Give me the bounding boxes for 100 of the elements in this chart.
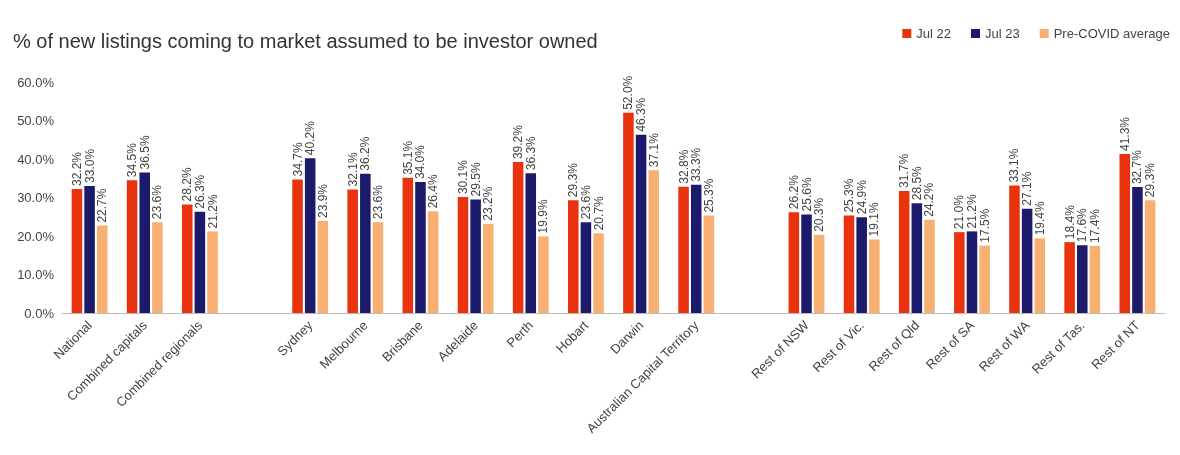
data-label: 25.6%: [799, 177, 814, 212]
bar: [1021, 208, 1033, 313]
bar: [954, 232, 965, 313]
data-label: 46.3%: [634, 97, 649, 132]
bar: [126, 180, 138, 313]
data-label: 34.0%: [413, 144, 428, 180]
bar: [525, 173, 537, 313]
data-label: 26.4%: [426, 174, 441, 209]
bar: [415, 182, 426, 313]
bar: [457, 197, 469, 313]
data-label: 32.2%: [69, 151, 84, 187]
data-label: 21.2%: [964, 194, 979, 229]
bar: [1089, 246, 1101, 313]
bar: [512, 162, 524, 313]
bar: [703, 215, 715, 313]
data-label: 23.6%: [578, 184, 593, 220]
bar: [1144, 200, 1156, 313]
data-label: 32.7%: [1130, 149, 1145, 185]
bar: [139, 172, 150, 313]
bar: [979, 245, 990, 313]
y-tick-label: 0.0%: [24, 305, 55, 321]
bar: [372, 222, 384, 313]
data-label: 19.1%: [867, 202, 882, 237]
y-tick-label: 20.0%: [17, 228, 55, 244]
bar: [813, 234, 825, 313]
data-label: 39.2%: [511, 124, 526, 160]
data-label: 20.7%: [591, 195, 606, 231]
bar: [635, 134, 647, 313]
data-label: 23.9%: [315, 183, 330, 218]
data-label: 21.2%: [205, 194, 220, 229]
data-label: 32.8%: [676, 149, 691, 184]
bar: [1064, 242, 1075, 313]
data-label: 30.1%: [455, 159, 470, 195]
bar: [483, 223, 494, 313]
data-label: 37.1%: [646, 132, 661, 168]
legend-label: Pre-COVID average: [1053, 26, 1171, 41]
y-tick-label: 10.0%: [17, 267, 55, 282]
bar: [1119, 154, 1131, 313]
bar: [593, 233, 604, 313]
bar: [843, 215, 855, 313]
bar: [678, 186, 689, 313]
data-label: 24.2%: [922, 182, 937, 217]
bar: [360, 173, 371, 313]
data-label: 28.2%: [180, 167, 195, 202]
legend-label: Jul 22: [916, 26, 951, 41]
data-label: 26.3%: [192, 174, 207, 209]
bar: [317, 220, 329, 313]
bar: [427, 211, 439, 313]
data-label: 28.5%: [909, 165, 924, 201]
data-label: 33.3%: [689, 147, 704, 182]
data-label: 52.0%: [621, 75, 636, 110]
bar: [1034, 238, 1046, 313]
x-tick-label: Rest of WA: [975, 317, 1033, 375]
data-label: 25.3%: [842, 178, 857, 213]
bar: [788, 212, 800, 313]
bar: [538, 236, 549, 313]
data-label: 25.3%: [701, 178, 716, 213]
data-label: 17.6%: [1075, 207, 1090, 243]
y-tick-label: 30.0%: [17, 190, 55, 205]
data-label: 36.2%: [358, 136, 373, 171]
data-label: 23.2%: [481, 186, 496, 221]
data-label: 33.0%: [82, 148, 97, 183]
bar: [568, 200, 579, 313]
bar: [96, 225, 108, 313]
bar: [898, 190, 910, 313]
bar: [869, 239, 880, 313]
bar: [1009, 185, 1020, 313]
bar: [966, 231, 978, 313]
data-label: 29.3%: [1143, 162, 1158, 198]
bar: [856, 217, 867, 313]
data-label: 17.5%: [977, 208, 992, 243]
chart-title: % of new listings coming to market assumed to be investor owned: [13, 30, 598, 52]
data-label: 21.0%: [952, 194, 967, 230]
bar: [194, 211, 206, 313]
data-label: 36.5%: [137, 135, 152, 170]
data-label: 24.9%: [854, 179, 869, 215]
data-label: 40.2%: [303, 120, 318, 156]
data-label: 29.3%: [566, 162, 581, 198]
bar: [1132, 187, 1143, 313]
bar: [84, 185, 95, 313]
data-label: 17.4%: [1087, 208, 1102, 244]
data-label: 22.7%: [95, 188, 110, 223]
data-label: 23.6%: [150, 184, 165, 220]
bar: [292, 179, 303, 313]
data-label: 32.1%: [345, 152, 360, 187]
y-tick-label: 40.0%: [17, 151, 55, 167]
bar: [347, 189, 358, 313]
y-tick-label: 60.0%: [17, 74, 55, 90]
y-tick-label: 50.0%: [17, 113, 55, 128]
data-label: 36.3%: [523, 135, 538, 171]
data-label: 18.4%: [1062, 204, 1077, 240]
bar: [304, 158, 316, 313]
data-label: 33.1%: [1007, 148, 1022, 183]
bar: [207, 231, 218, 313]
data-label: 19.4%: [1032, 200, 1047, 236]
bar: [690, 184, 702, 313]
data-label: 41.3%: [1117, 116, 1132, 151]
bar: [911, 203, 923, 313]
bar: [801, 214, 812, 313]
bar: [648, 170, 659, 313]
